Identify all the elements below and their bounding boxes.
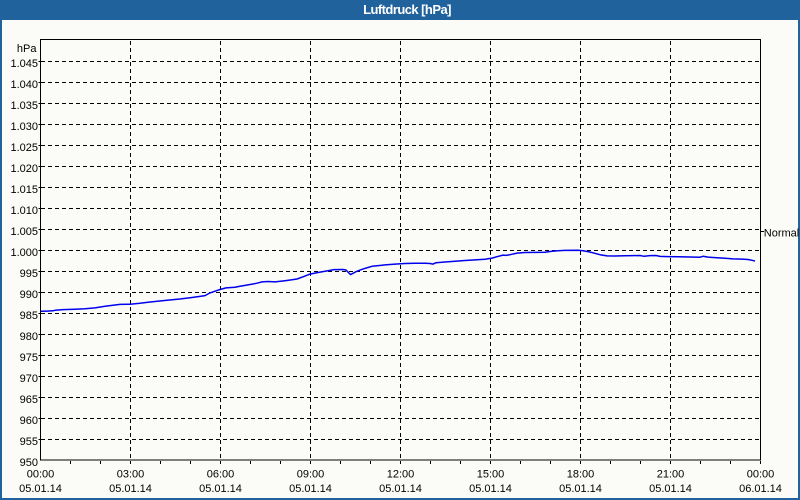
svg-text:960: 960 — [20, 415, 38, 427]
svg-text:1.040: 1.040 — [10, 79, 38, 91]
svg-text:1.045: 1.045 — [10, 58, 38, 70]
svg-text:995: 995 — [20, 268, 38, 280]
svg-text:12:00: 12:00 — [387, 469, 415, 481]
svg-text:1.010: 1.010 — [10, 205, 38, 217]
svg-text:hPa: hPa — [17, 43, 37, 55]
svg-text:03:00: 03:00 — [117, 469, 145, 481]
svg-text:970: 970 — [20, 373, 38, 385]
svg-text:965: 965 — [20, 394, 38, 406]
svg-text:985: 985 — [20, 310, 38, 322]
svg-text:955: 955 — [20, 436, 38, 448]
svg-text:18:00: 18:00 — [567, 469, 595, 481]
svg-text:05.01.14: 05.01.14 — [19, 483, 62, 495]
svg-text:05.01.14: 05.01.14 — [199, 483, 242, 495]
svg-text:1.000: 1.000 — [10, 247, 38, 259]
svg-text:05.01.14: 05.01.14 — [469, 483, 512, 495]
svg-text:06:00: 06:00 — [207, 469, 235, 481]
svg-text:05.01.14: 05.01.14 — [559, 483, 602, 495]
svg-text:Normal: Normal — [764, 228, 799, 240]
svg-text:09:00: 09:00 — [297, 469, 325, 481]
svg-text:990: 990 — [20, 289, 38, 301]
svg-text:21:00: 21:00 — [657, 469, 685, 481]
svg-text:1.020: 1.020 — [10, 163, 38, 175]
svg-text:975: 975 — [20, 352, 38, 364]
svg-text:15:00: 15:00 — [477, 469, 505, 481]
svg-text:1.030: 1.030 — [10, 121, 38, 133]
svg-text:1.035: 1.035 — [10, 100, 38, 112]
svg-text:06.01.14: 06.01.14 — [739, 483, 782, 495]
svg-text:05.01.14: 05.01.14 — [379, 483, 422, 495]
svg-text:950: 950 — [20, 457, 38, 469]
svg-text:1.005: 1.005 — [10, 226, 38, 238]
svg-text:05.01.14: 05.01.14 — [109, 483, 152, 495]
svg-text:00:00: 00:00 — [27, 469, 55, 481]
svg-text:00:00: 00:00 — [747, 469, 775, 481]
svg-text:980: 980 — [20, 331, 38, 343]
svg-text:05.01.14: 05.01.14 — [649, 483, 692, 495]
svg-text:1.025: 1.025 — [10, 142, 38, 154]
svg-text:1.015: 1.015 — [10, 184, 38, 196]
svg-text:05.01.14: 05.01.14 — [289, 483, 332, 495]
